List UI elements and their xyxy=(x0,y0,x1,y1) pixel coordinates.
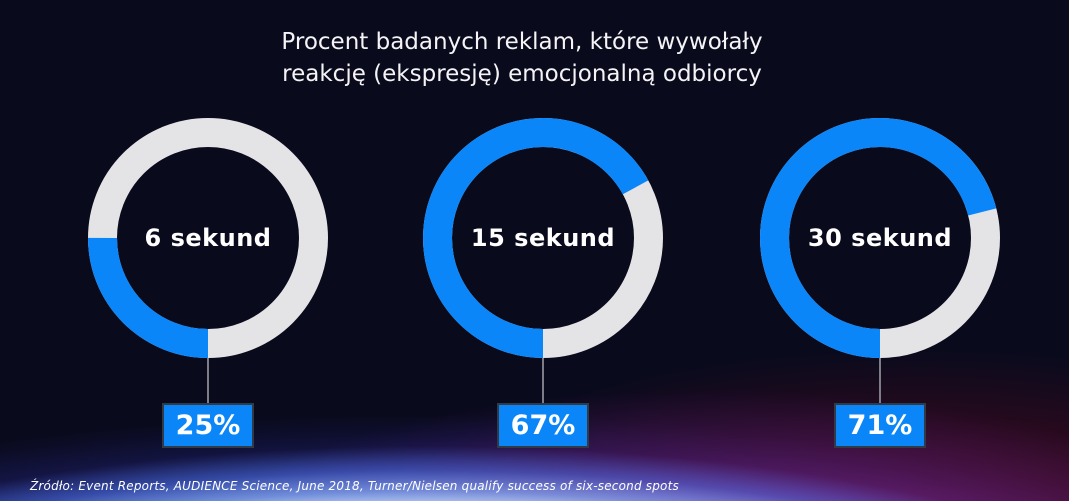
donut-6-sekund: 6 sekund xyxy=(88,118,328,358)
donut-30-sekund: 30 sekund xyxy=(760,118,1000,358)
page-title-line-2: reakcję (ekspresję) emocjonalną odbiorcy xyxy=(282,61,762,87)
percentage-callout-30-sekund: 71% xyxy=(834,403,926,448)
source-citation: Źródło: Event Reports, AUDIENCE Science,… xyxy=(30,479,679,493)
donut-15-sekund: 15 sekund xyxy=(423,118,663,358)
donut-chart-15-sekund xyxy=(423,118,663,358)
donut-value-arc xyxy=(423,118,663,358)
donut-center-label: 30 sekund xyxy=(807,224,953,252)
donut-center-label: 6 sekund xyxy=(144,224,272,252)
callout-connector-line xyxy=(542,358,544,403)
page-title-line-1: Procent badanych reklam, które wywołały xyxy=(281,29,763,55)
donut-center-label: 15 sekund xyxy=(470,224,616,252)
page-title: Procent badanych reklam, które wywołały … xyxy=(0,26,1044,90)
percentage-callout-15-sekund: 67% xyxy=(497,403,589,448)
callout-connector-line xyxy=(207,358,209,403)
donut-chart-30-sekund xyxy=(760,118,1000,358)
donut-chart-6-sekund xyxy=(88,118,328,358)
donut-value-arc xyxy=(760,118,1000,358)
donut-value-arc xyxy=(88,118,328,358)
callout-connector-line xyxy=(879,358,881,403)
percentage-callout-6-sekund: 25% xyxy=(162,403,254,448)
